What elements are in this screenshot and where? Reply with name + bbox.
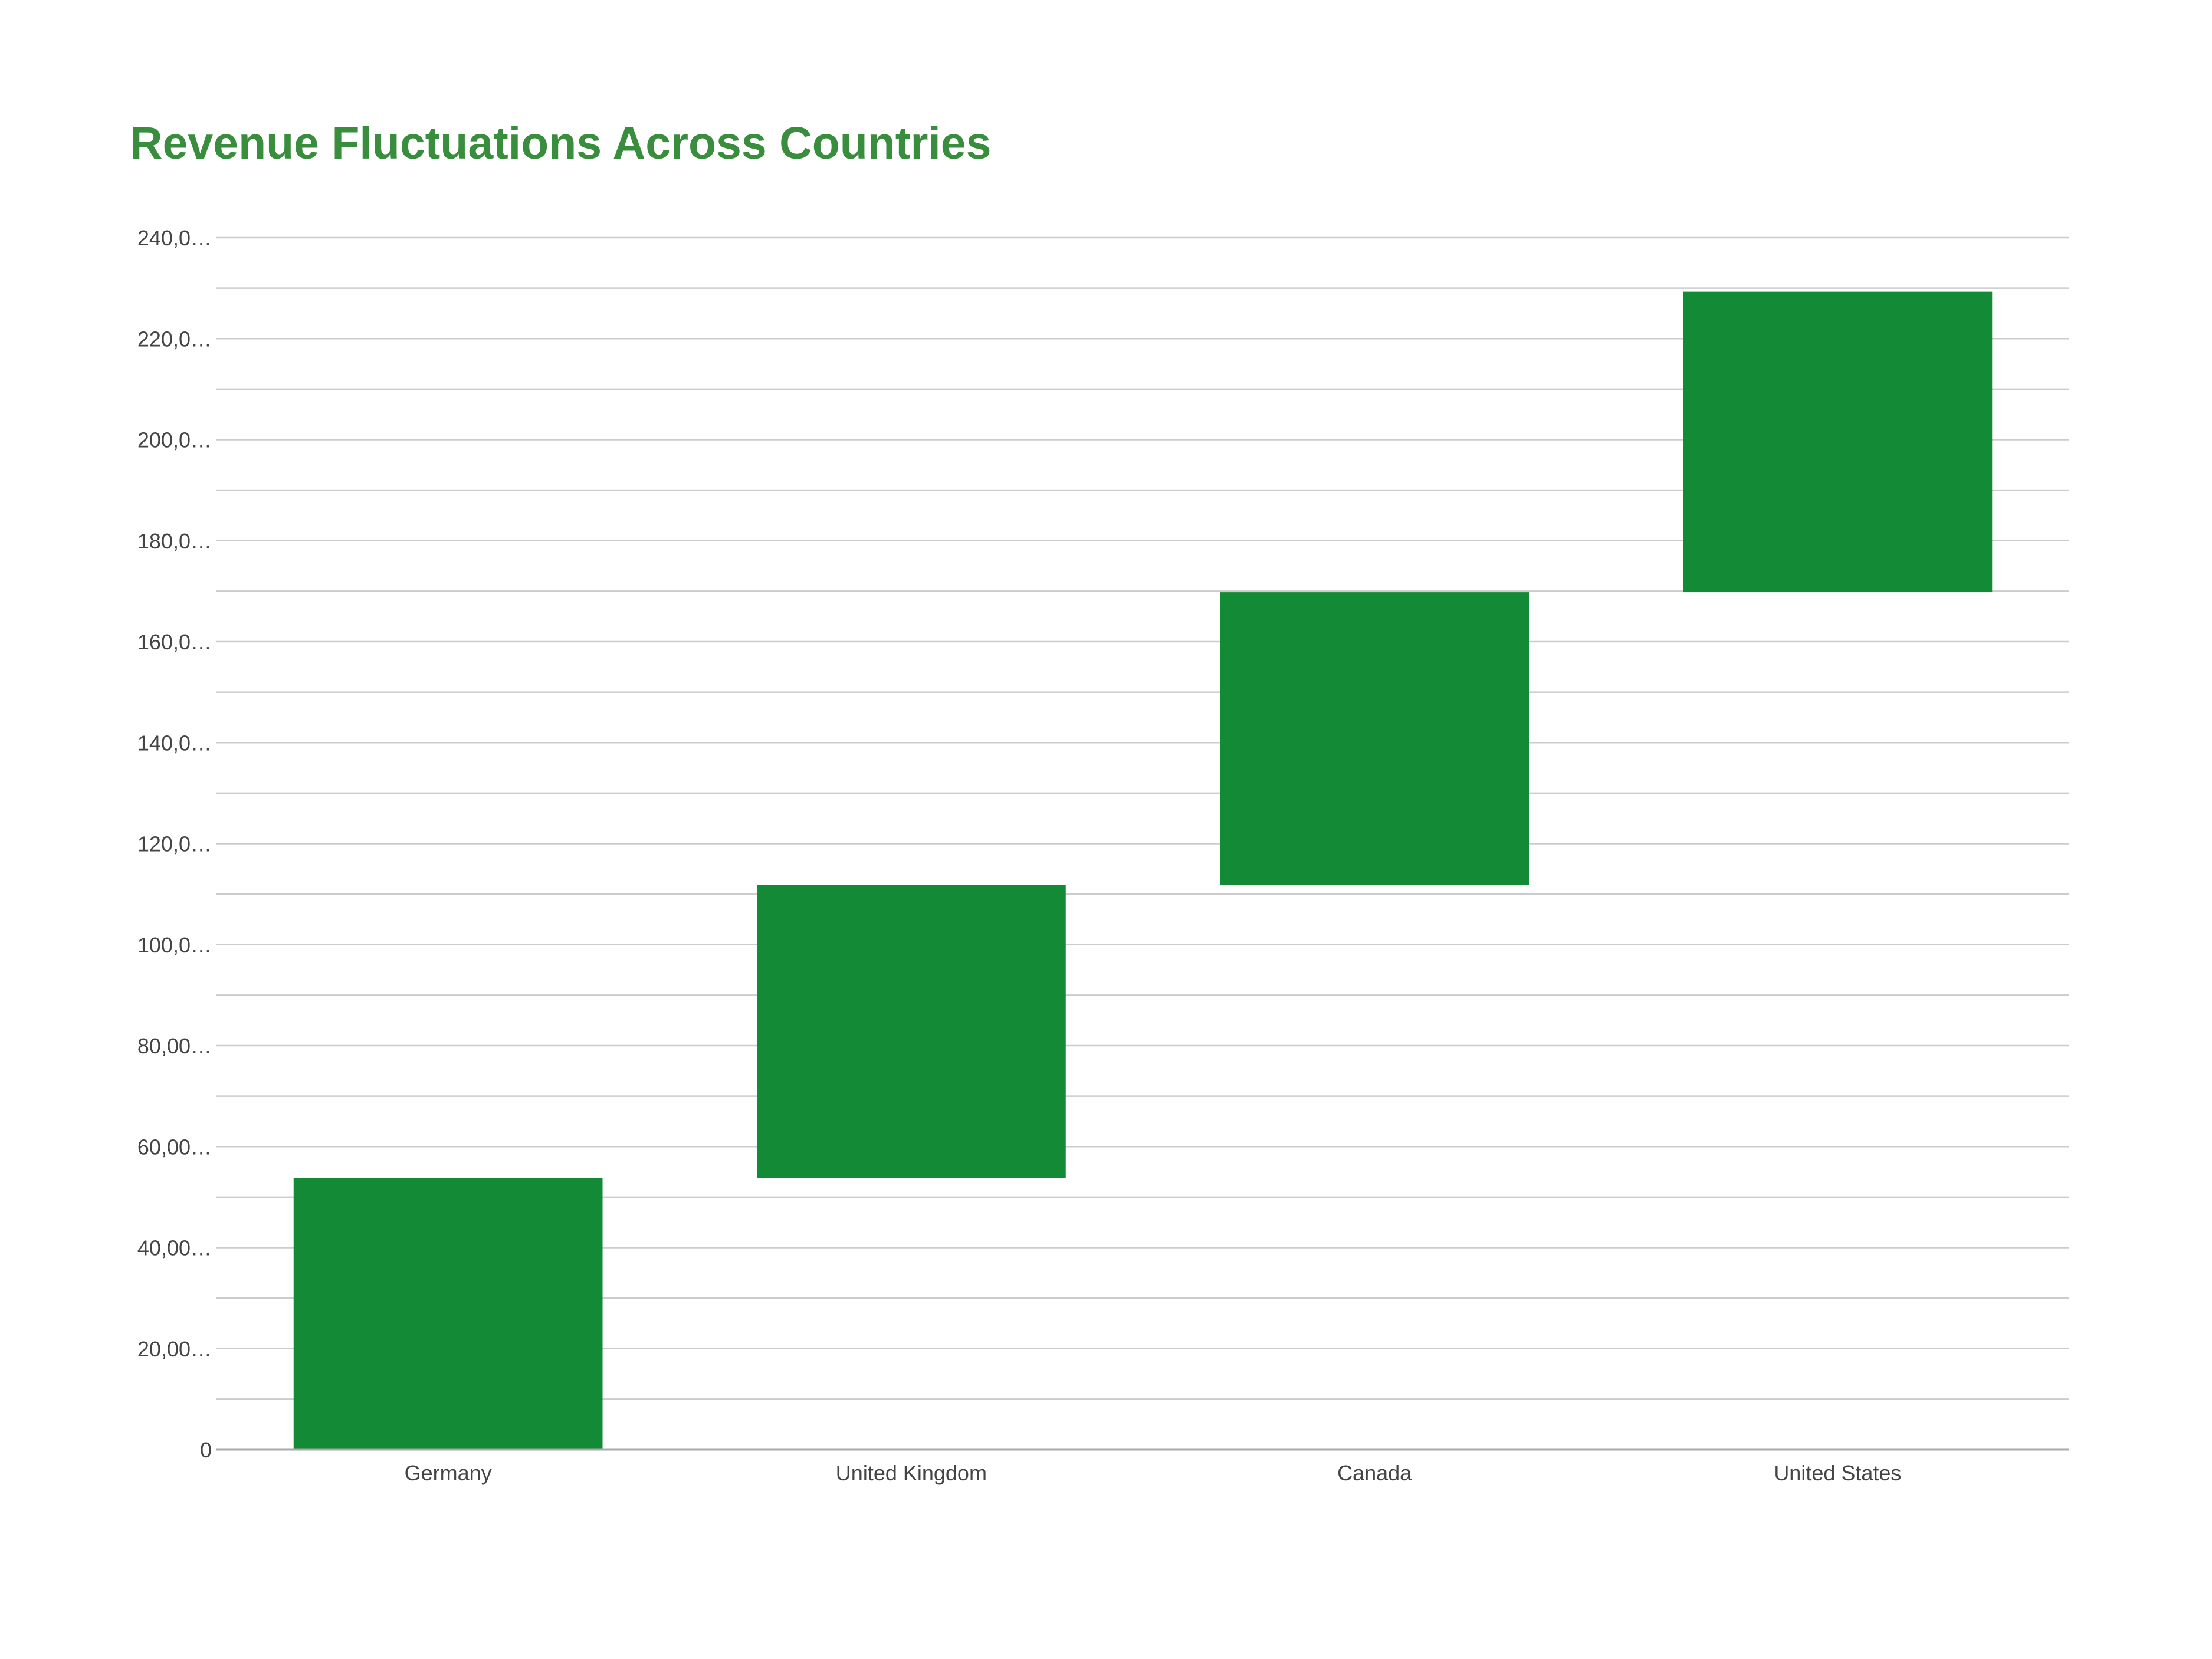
y-tick-label: 140,0…	[137, 731, 212, 755]
y-tick-label: 240,0…	[137, 226, 212, 250]
y-tick-label: 80,00…	[137, 1034, 212, 1058]
x-tick-label: Canada	[1337, 1461, 1412, 1485]
y-tick-label: 40,00…	[137, 1236, 212, 1260]
y-tick-label: 160,0…	[137, 630, 212, 654]
y-tick-label: 20,00…	[137, 1337, 212, 1361]
y-tick-label: 100,0…	[137, 933, 212, 957]
bar-united-states	[1683, 291, 1993, 593]
x-tick-label: United Kingdom	[836, 1461, 987, 1485]
x-tick-label: Germany	[405, 1461, 492, 1485]
x-tick-labels: Germany United Kingdom Canada United States	[405, 1461, 1902, 1485]
y-tick-label: 200,0…	[137, 428, 212, 452]
bar-united-kingdom	[756, 885, 1066, 1178]
bar-germany	[293, 1178, 603, 1450]
y-tick-labels: 0 20,00… 40,00… 60,00… 80,00… 100,0… 120,0… 140…	[137, 226, 212, 1462]
y-tick-label: 220,0…	[137, 327, 212, 351]
y-tick-label: 180,0…	[137, 529, 212, 553]
x-tick-label: United States	[1774, 1461, 1901, 1485]
y-tick-label: 60,00…	[137, 1135, 212, 1159]
chart-title: Revenue Fluctuations Across Countries	[130, 118, 992, 169]
bar-canada	[1220, 592, 1530, 885]
y-tick-label: 120,0…	[137, 832, 212, 856]
y-tick-label: 0	[200, 1438, 212, 1462]
bars	[293, 291, 1993, 1450]
